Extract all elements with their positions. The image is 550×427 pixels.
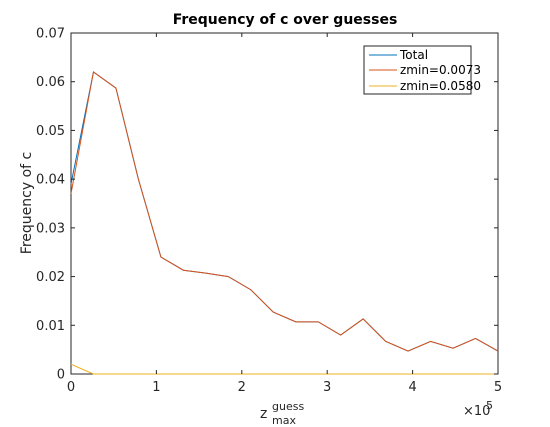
x-tick-label: 4 — [408, 380, 416, 395]
series-line-zmin-0-0580 — [70, 363, 498, 375]
x-axis-label-base: z — [260, 406, 267, 422]
legend-label-total: Total — [399, 48, 428, 62]
y-tick-label: 0 — [57, 368, 65, 383]
x-exponent-power: 5 — [486, 399, 493, 412]
y-tick-label: 0.03 — [36, 221, 65, 236]
y-tick-label: 0.05 — [36, 124, 65, 139]
x-axis-label-superscript: guess — [272, 400, 304, 413]
chart-title: Frequency of c over guesses — [173, 12, 398, 28]
x-axis-label-subscript: max — [272, 414, 296, 427]
x-axis: 0 1 2 3 4 5 — [67, 33, 502, 395]
x-tick-label: 3 — [323, 380, 331, 395]
x-tick-label: 2 — [238, 380, 246, 395]
x-exponent-base: ×10 — [463, 404, 490, 419]
y-tick-label: 0.02 — [36, 270, 65, 285]
x-axis-label: z guess max — [260, 400, 304, 427]
x-tick-label: 5 — [494, 380, 502, 395]
legend: Total zmin=0.0073 zmin=0.0580 — [363, 45, 481, 95]
legend-label-zmin-0580: zmin=0.0580 — [400, 79, 481, 93]
y-axis-label: Frequency of c — [19, 152, 35, 254]
series-line-zmin-0-0073 — [70, 71, 499, 352]
legend-label-zmin-0073: zmin=0.0073 — [400, 63, 481, 77]
y-tick-label: 0.07 — [36, 27, 65, 42]
y-tick-label: 0.04 — [36, 173, 65, 188]
y-tick-label: 0.06 — [36, 75, 65, 90]
y-axis: 0 0.01 0.02 0.03 0.04 0.05 0.06 0.07 — [36, 27, 498, 383]
x-tick-label: 1 — [152, 380, 160, 395]
series-layer — [70, 71, 499, 375]
x-exponent-label: ×10 5 — [463, 399, 493, 419]
y-tick-label: 0.01 — [36, 319, 65, 334]
x-tick-label: 0 — [67, 380, 75, 395]
